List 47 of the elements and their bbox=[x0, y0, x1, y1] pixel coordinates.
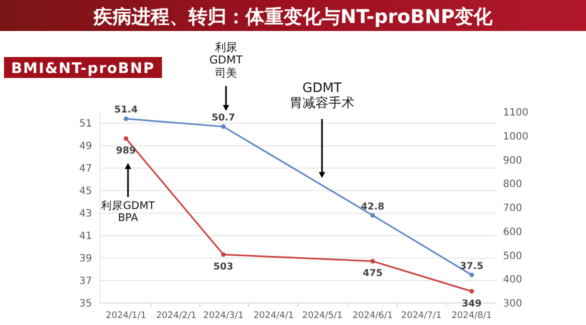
y-tick-label: 45 bbox=[79, 186, 92, 198]
y2-tick-label: 300 bbox=[503, 298, 522, 310]
annotation: 利尿GDMT BPA bbox=[101, 199, 156, 224]
text: 利尿 GDMT 司美 bbox=[209, 41, 243, 80]
y2-tick-label: 600 bbox=[503, 226, 522, 238]
y2-tick-label: 800 bbox=[503, 179, 522, 190]
x-tick-label: 2024/1/1 bbox=[106, 311, 146, 321]
y2-tick-label: 1100 bbox=[503, 108, 528, 118]
data-label: 503 bbox=[213, 262, 234, 273]
data-label: 349 bbox=[462, 298, 482, 310]
point bbox=[469, 289, 474, 294]
y-tick-label: 51 bbox=[79, 118, 92, 130]
data-label: 50.7 bbox=[212, 112, 236, 124]
point bbox=[370, 258, 375, 264]
x-tick-label: 2024/3/1 bbox=[203, 311, 244, 321]
chart-title: 疾病进程、转归：体重变化与NT-proBNP变化 bbox=[92, 6, 494, 28]
point bbox=[370, 213, 375, 218]
y-tick-label: 49 bbox=[79, 141, 92, 152]
y-tick-label: 37 bbox=[79, 276, 92, 288]
point bbox=[124, 116, 128, 122]
x-tick-label: 2024/7/1 bbox=[401, 311, 442, 321]
y2-tick-label: 900 bbox=[503, 155, 522, 166]
text: GDMT 胃减容手术 bbox=[290, 81, 354, 111]
y2-tick-label: 1000 bbox=[503, 131, 528, 142]
data-label: 475 bbox=[362, 268, 383, 280]
y-tick-label: 47 bbox=[79, 164, 92, 175]
data-label: 42.8 bbox=[360, 201, 385, 212]
x-tick-label: 2024/5/1 bbox=[302, 311, 343, 321]
y-tick-label: 39 bbox=[79, 254, 92, 265]
x-tick-label: 2024/8/1 bbox=[451, 311, 492, 321]
point bbox=[221, 252, 226, 257]
point bbox=[469, 272, 474, 278]
point bbox=[124, 136, 128, 141]
y-tick-label: 35 bbox=[79, 298, 92, 310]
point bbox=[221, 124, 226, 129]
data-label: 989 bbox=[116, 146, 136, 156]
x-tick-label: 2024/2/1 bbox=[156, 311, 196, 321]
x-tick-label: 2024/6/1 bbox=[352, 311, 393, 321]
y-tick-label: 41 bbox=[79, 231, 92, 242]
y2-tick-label: 500 bbox=[503, 250, 522, 262]
x-tick-label: 2024/4/1 bbox=[253, 311, 294, 321]
data-label: 37.5 bbox=[460, 260, 484, 272]
y2-tick-label: 400 bbox=[503, 274, 522, 286]
chart-subtitle: BMI&NT-proBNP bbox=[11, 61, 155, 77]
data-label: 51.4 bbox=[114, 104, 138, 116]
y2-tick-label: 700 bbox=[503, 203, 522, 214]
y-tick-label: 43 bbox=[79, 208, 92, 220]
